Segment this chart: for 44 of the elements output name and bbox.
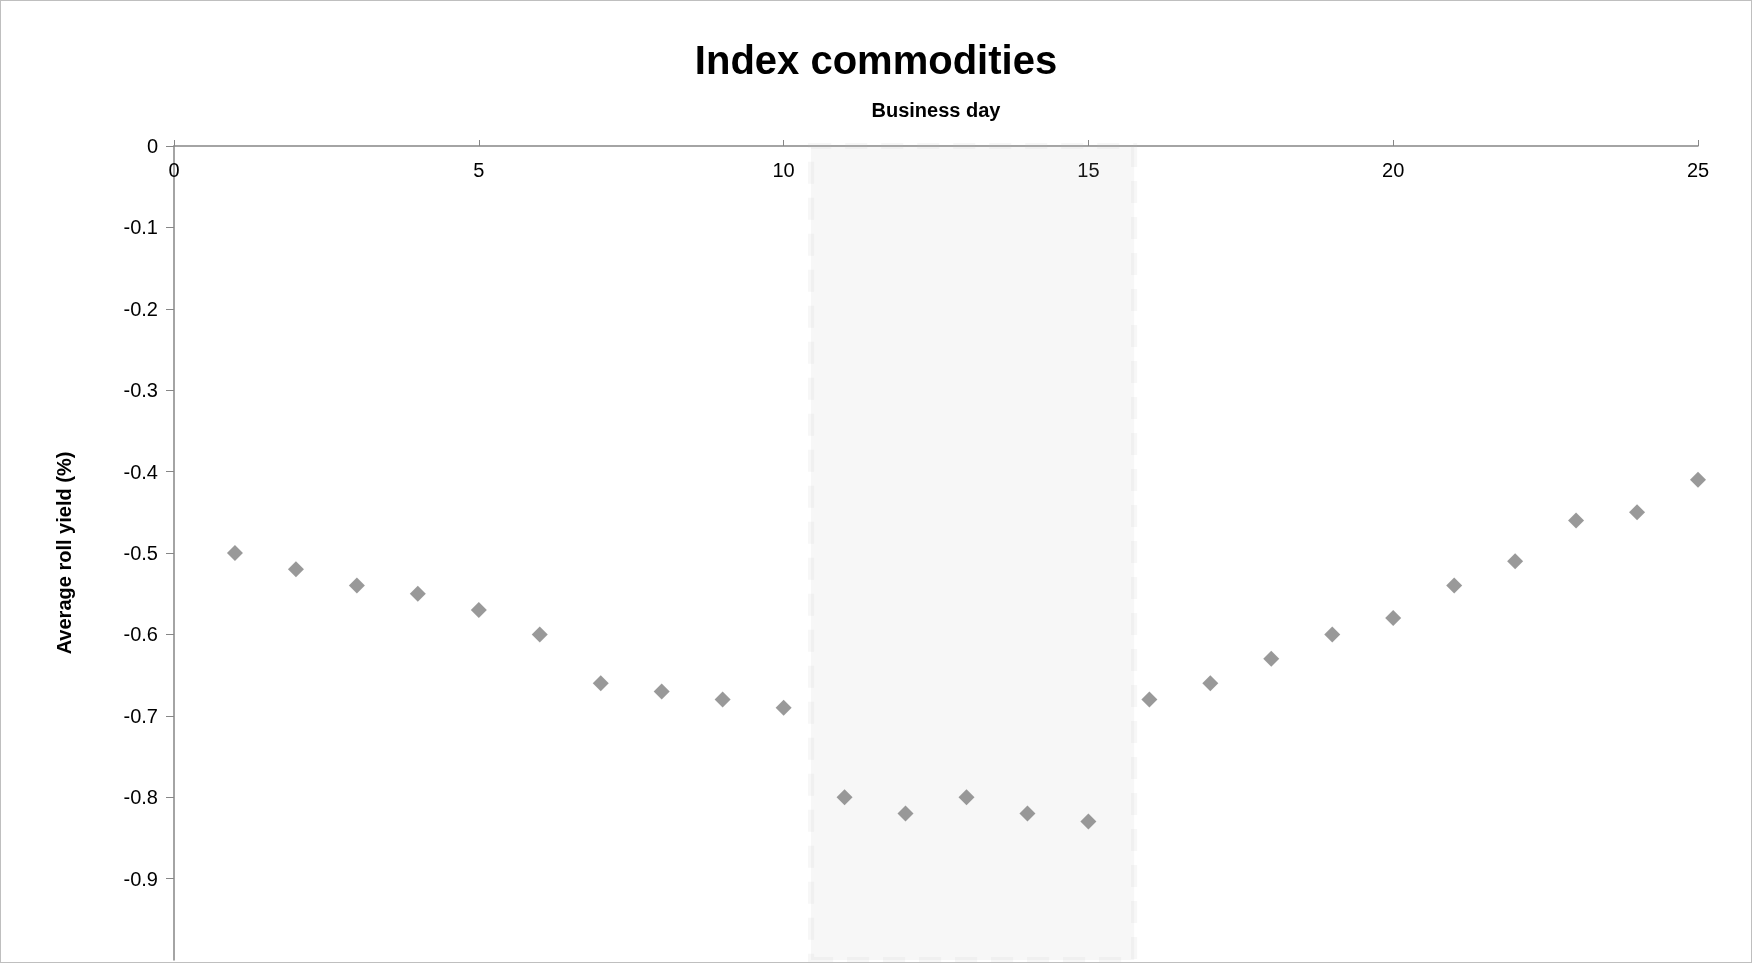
x-tick-label: 0 xyxy=(168,159,180,181)
point xyxy=(592,675,609,692)
y-tick-label: -0.9 xyxy=(123,867,158,890)
point xyxy=(775,699,792,716)
y-tick-label: -0.6 xyxy=(123,623,158,646)
x-tick-label: 25 xyxy=(1686,159,1710,181)
point xyxy=(1629,504,1646,521)
point xyxy=(1141,691,1158,708)
x-tick-label: 5 xyxy=(473,159,485,181)
x-tick-label: 10 xyxy=(772,159,795,181)
point xyxy=(1568,512,1585,529)
y-tick-label: -0.2 xyxy=(123,297,158,320)
x-tick-label: 20 xyxy=(1382,159,1405,181)
point xyxy=(409,585,426,602)
point xyxy=(1080,813,1097,830)
chart-title: Index commodities xyxy=(694,38,1058,82)
point xyxy=(1324,626,1341,643)
y-axis-title: Average roll yield (%) xyxy=(53,451,75,655)
point xyxy=(958,789,975,806)
point xyxy=(348,577,365,594)
point xyxy=(836,789,853,806)
point xyxy=(1263,650,1280,667)
y-tick-label: -0.1 xyxy=(123,216,158,239)
point xyxy=(287,561,304,578)
y-tick-label: -0.7 xyxy=(123,704,158,727)
point xyxy=(1202,675,1219,692)
y-tick-label: -0.4 xyxy=(123,460,158,483)
y-tick-label: -0.3 xyxy=(123,379,158,402)
y-tick-label: -0.5 xyxy=(123,542,158,564)
point xyxy=(714,691,731,708)
x-tick-label: 15 xyxy=(1077,159,1100,181)
point xyxy=(1507,553,1524,570)
y-tick-label: -0.8 xyxy=(123,786,158,809)
point xyxy=(1446,577,1463,594)
point xyxy=(1019,805,1036,822)
point xyxy=(470,601,487,618)
point xyxy=(1385,610,1402,627)
point xyxy=(653,683,670,700)
point xyxy=(531,626,548,643)
point xyxy=(226,545,243,561)
point xyxy=(897,805,914,822)
y-tick-label: 0 xyxy=(146,135,158,157)
x-axis-title: Business day xyxy=(871,99,1002,121)
point xyxy=(1690,471,1706,488)
